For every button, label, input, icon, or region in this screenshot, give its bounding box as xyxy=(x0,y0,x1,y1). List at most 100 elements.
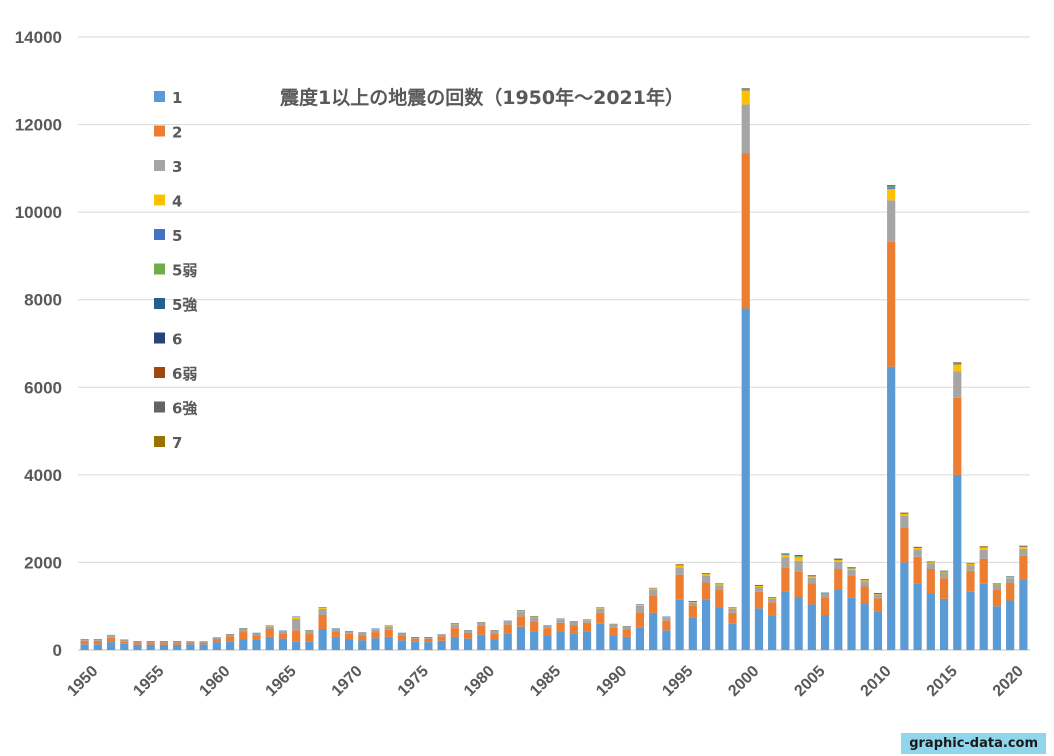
bar-segment-2019-4 xyxy=(992,583,1002,585)
bar-segment-2001-6弱 xyxy=(754,584,764,586)
bar-segment-1977-3 xyxy=(437,634,446,637)
bar-segment-2005-6弱 xyxy=(807,575,816,576)
bar-segment-1964-2 xyxy=(265,628,274,637)
bar-segment-1976-5 xyxy=(424,636,433,638)
bar-segment-2016-5 xyxy=(953,364,962,365)
bar-segment-1985-3 xyxy=(543,625,552,629)
bar-segment-1958-1 xyxy=(186,644,195,650)
bar-segment-2006-1 xyxy=(820,614,830,650)
y-tick-label: 6000 xyxy=(24,378,62,397)
bar-segment-1964-5 xyxy=(265,625,274,626)
x-tick-label: 2000 xyxy=(725,663,762,700)
bar-segment-1978-1 xyxy=(450,636,459,650)
y-tick-label: 2000 xyxy=(24,553,62,572)
bar-segment-1991-5 xyxy=(622,626,631,627)
legend-label-6: 6 xyxy=(172,331,182,349)
legend-label-4: 4 xyxy=(172,193,182,211)
bar-segment-1992-4 xyxy=(635,604,645,606)
bar-segment-1980-3 xyxy=(477,622,486,626)
bar-segment-1988-2 xyxy=(582,622,592,632)
bar-segment-2003-1 xyxy=(781,591,790,650)
bar-segment-1965-1 xyxy=(278,638,288,650)
bar-segment-2019-2 xyxy=(992,590,1002,607)
legend-label-2: 2 xyxy=(172,124,182,142)
bar-segment-1955-3 xyxy=(146,641,155,643)
bar-segment-1974-5 xyxy=(397,632,407,634)
bar-segment-1980-2 xyxy=(477,625,486,635)
legend-label-7: 7 xyxy=(172,434,182,452)
bar-segment-1971-5 xyxy=(358,632,367,633)
bar-segment-2008-1 xyxy=(847,597,856,650)
bar-segment-1962-2 xyxy=(239,632,248,640)
bar-segment-2010-2 xyxy=(873,598,883,612)
bar-segment-1998-3 xyxy=(715,585,724,591)
bar-segment-1991-1 xyxy=(622,636,631,650)
bar-segment-1959-2 xyxy=(199,642,208,645)
bar-segment-1999-5弱 xyxy=(728,607,737,608)
legend-swatch-7 xyxy=(154,436,165,447)
bar-segment-1988-3 xyxy=(582,620,592,623)
watermark: graphic-data.com xyxy=(901,733,1046,754)
bar-segment-1982-4 xyxy=(503,620,512,622)
bar-segment-1991-2 xyxy=(622,629,631,637)
bar-segment-2017-4 xyxy=(966,563,975,566)
bar-segment-2016-3 xyxy=(953,371,962,398)
bar-segment-2006-3 xyxy=(820,593,830,598)
bar-segment-1952-1 xyxy=(106,642,116,650)
bar-segment-2005-4 xyxy=(807,576,816,578)
bar-segment-1996-2 xyxy=(688,605,697,618)
bar-segment-1975-3 xyxy=(411,637,420,639)
bar-segment-2006-2 xyxy=(820,597,830,615)
bar-segment-1995-2 xyxy=(675,574,684,600)
bar-segment-1999-2 xyxy=(728,612,737,624)
bar-segment-2003-2 xyxy=(781,567,790,592)
bar-segment-2014-4 xyxy=(926,561,935,564)
legend-label-1: 1 xyxy=(172,89,182,107)
bar-segment-1978-4 xyxy=(450,623,459,625)
bar-segment-2014-2 xyxy=(926,568,935,594)
bar-segment-2000-5弱 xyxy=(741,89,750,90)
bar-segment-1961-3 xyxy=(225,634,235,637)
bar-segment-2013-2 xyxy=(913,556,922,584)
bar-segment-1953-1 xyxy=(120,643,129,650)
bar-segment-1963-2 xyxy=(252,635,261,640)
bar-segment-2008-2 xyxy=(847,576,856,598)
bar-segment-1951-5 xyxy=(93,639,102,640)
bar-segment-1991-3 xyxy=(622,626,631,630)
bar-segment-1976-1 xyxy=(424,642,433,650)
bar-segment-2001-4 xyxy=(754,585,764,587)
bar-segment-1995-1 xyxy=(675,599,684,650)
bar-segment-2021-6弱 xyxy=(1019,545,1028,547)
legend-swatch-3 xyxy=(154,160,165,171)
bar-segment-2020-4 xyxy=(1006,576,1015,579)
bar-segment-1982-2 xyxy=(503,624,512,634)
x-tick-label: 2015 xyxy=(924,663,961,700)
bar-segment-2018-3 xyxy=(979,549,988,559)
bar-segment-1989-2 xyxy=(596,612,605,624)
y-tick-label: 14000 xyxy=(15,28,62,47)
bar-segment-2016-5弱 xyxy=(953,363,962,365)
bar-segment-1961-2 xyxy=(225,636,235,642)
bar-segment-2016-4 xyxy=(953,364,962,372)
bar-segment-1992-3 xyxy=(635,605,645,613)
bar-segment-2012-4 xyxy=(900,513,909,517)
bar-segment-2002-4 xyxy=(768,597,777,599)
bar-segment-1967-1 xyxy=(305,641,314,650)
bar-segment-2002-3 xyxy=(768,598,777,603)
legend-swatch-5 xyxy=(154,229,165,240)
bar-segment-1987-5 xyxy=(569,621,578,622)
bar-segment-1992-5 xyxy=(635,604,645,605)
bar-segment-1984-1 xyxy=(530,631,539,650)
bar-segment-2004-4 xyxy=(794,557,803,561)
bar-segment-1982-1 xyxy=(503,633,512,650)
bar-segment-2016-1 xyxy=(953,474,962,650)
bar-segment-1997-5強 xyxy=(701,573,711,574)
bar-segment-1963-5 xyxy=(252,632,261,634)
bar-segment-1997-4 xyxy=(701,573,711,577)
x-tick-label: 1985 xyxy=(527,663,564,700)
bar-segment-2009-4 xyxy=(860,579,869,582)
bar-segment-1981-2 xyxy=(490,633,499,640)
bar-segment-1973-5 xyxy=(384,625,393,626)
bar-segment-1974-3 xyxy=(397,633,407,636)
